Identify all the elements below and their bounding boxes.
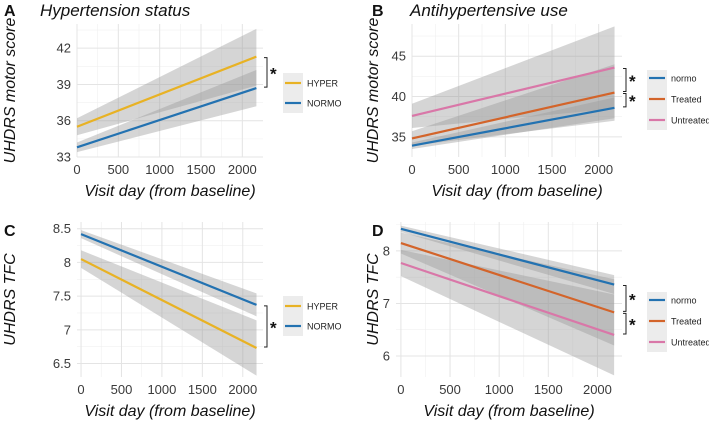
legend-label: Untreated <box>671 337 709 347</box>
significance-star: * <box>629 316 636 335</box>
panel-c: 0 500 1000 1500 2000 6.5 7 7.5 8 8.5 C Visit day (f… <box>2 221 342 420</box>
significance-star: * <box>270 64 277 83</box>
x-tick-label: 1500 <box>538 162 567 177</box>
y-tick-label: 42 <box>57 41 71 56</box>
significance-bracket <box>623 68 627 93</box>
legend-label: normo <box>671 73 697 83</box>
series-line-normo <box>80 233 257 306</box>
significance-bracket <box>623 312 627 335</box>
legend: normo Treated Untreated <box>647 292 709 352</box>
y-tick-label: 6.5 <box>53 356 71 371</box>
y-tick-label: 40 <box>392 89 406 104</box>
x-tick-label: 500 <box>448 162 470 177</box>
y-tick-label: 7 <box>383 296 390 311</box>
panel-d: 0 500 1000 1500 2000 6 7 8 D Visit day (from base… <box>365 222 709 420</box>
x-tick-label: 1000 <box>147 382 176 397</box>
y-tick-label: 36 <box>57 113 71 128</box>
x-axis-title: Visit day (from baseline) <box>423 403 594 420</box>
panel-title: Hypertension status <box>40 1 191 20</box>
y-tick-label: 33 <box>57 150 71 165</box>
significance-star: * <box>629 290 636 309</box>
series-line-treated <box>411 91 615 140</box>
y-tick-label: 8 <box>383 243 390 258</box>
confidence-band-untreated <box>412 26 615 128</box>
panel-a: 0 500 1000 1500 2000 33 36 39 42 A Hypertension st… <box>2 1 342 200</box>
x-axis-title: Visit day (from baseline) <box>84 403 255 420</box>
y-axis-title: UHDRS TFC <box>2 253 19 346</box>
x-axis-title: Visit day (from baseline) <box>431 183 602 200</box>
series-line-untreated <box>400 261 615 337</box>
y-tick-label: 6 <box>383 348 390 363</box>
x-tick-label: 1000 <box>491 162 520 177</box>
legend-key-background <box>283 296 303 336</box>
series-line-untreated <box>411 66 615 117</box>
series-line-normo <box>76 87 257 149</box>
y-tick-label: 7 <box>64 322 71 337</box>
y-tick-label: 39 <box>57 77 71 92</box>
x-tick-label: 1000 <box>145 162 174 177</box>
x-tick-label: 0 <box>397 382 404 397</box>
x-tick-label: 0 <box>73 162 80 177</box>
x-tick-label: 500 <box>111 382 133 397</box>
series-line-normo <box>411 106 615 147</box>
significance-bracket <box>264 57 268 88</box>
x-tick-label: 1500 <box>188 382 217 397</box>
legend-label: Treated <box>671 94 702 104</box>
significance-bracket <box>264 305 268 348</box>
x-tick-label: 500 <box>439 382 461 397</box>
legend-label: Treated <box>671 316 702 326</box>
legend-label: HYPER <box>307 301 339 311</box>
confidence-band-treated <box>412 64 615 146</box>
y-axis-title: UHDRS motor score <box>365 18 382 164</box>
y-tick-label: 8 <box>64 255 71 270</box>
x-tick-label: 1500 <box>187 162 216 177</box>
significance-star: * <box>270 318 277 337</box>
significance-star: * <box>629 92 636 111</box>
panel-b: 0 500 1000 1500 2000 35 40 45 B Antihypertensive … <box>365 1 709 200</box>
x-tick-label: 2000 <box>583 382 612 397</box>
legend-label: Untreated <box>671 115 709 125</box>
y-axis-title: UHDRS TFC <box>365 253 382 346</box>
panel-label: A <box>4 3 16 20</box>
x-tick-label: 1000 <box>485 382 514 397</box>
x-tick-label: 2000 <box>228 382 257 397</box>
y-tick-label: 7.5 <box>53 289 71 304</box>
x-tick-label: 1500 <box>534 382 563 397</box>
y-tick-label: 35 <box>392 129 406 144</box>
series-line-hyper <box>76 55 257 128</box>
legend-label: HYPER <box>307 78 339 88</box>
legend: normo Treated Untreated <box>647 70 709 130</box>
legend: HYPER NORMO <box>283 73 342 113</box>
series-line-normo <box>400 227 615 286</box>
significance-bracket <box>623 93 627 108</box>
y-tick-label: 45 <box>392 49 406 64</box>
x-tick-label: 0 <box>77 382 84 397</box>
panel-label: C <box>4 223 16 240</box>
series-line-treated <box>400 241 615 314</box>
x-tick-label: 0 <box>408 162 415 177</box>
legend-label: NORMO <box>307 321 342 331</box>
series-line-hyper <box>80 258 258 350</box>
significance-star: * <box>629 72 636 91</box>
x-axis-title: Visit day (from baseline) <box>84 183 255 200</box>
legend-label: normo <box>671 295 697 305</box>
x-tick-label: 2000 <box>228 162 257 177</box>
panel-title: Antihypertensive use <box>409 1 568 20</box>
plot-background <box>77 222 263 377</box>
significance-bracket <box>623 285 627 312</box>
y-tick-label: 8.5 <box>53 221 71 236</box>
x-tick-label: 500 <box>107 162 129 177</box>
y-axis-title: UHDRS motor score <box>2 18 19 164</box>
x-tick-label: 2000 <box>584 162 613 177</box>
panel-label: B <box>372 3 384 20</box>
panel-label: D <box>372 223 384 240</box>
legend-key-background <box>283 73 303 113</box>
legend: HYPER NORMO <box>283 296 342 336</box>
legend-label: NORMO <box>307 98 342 108</box>
